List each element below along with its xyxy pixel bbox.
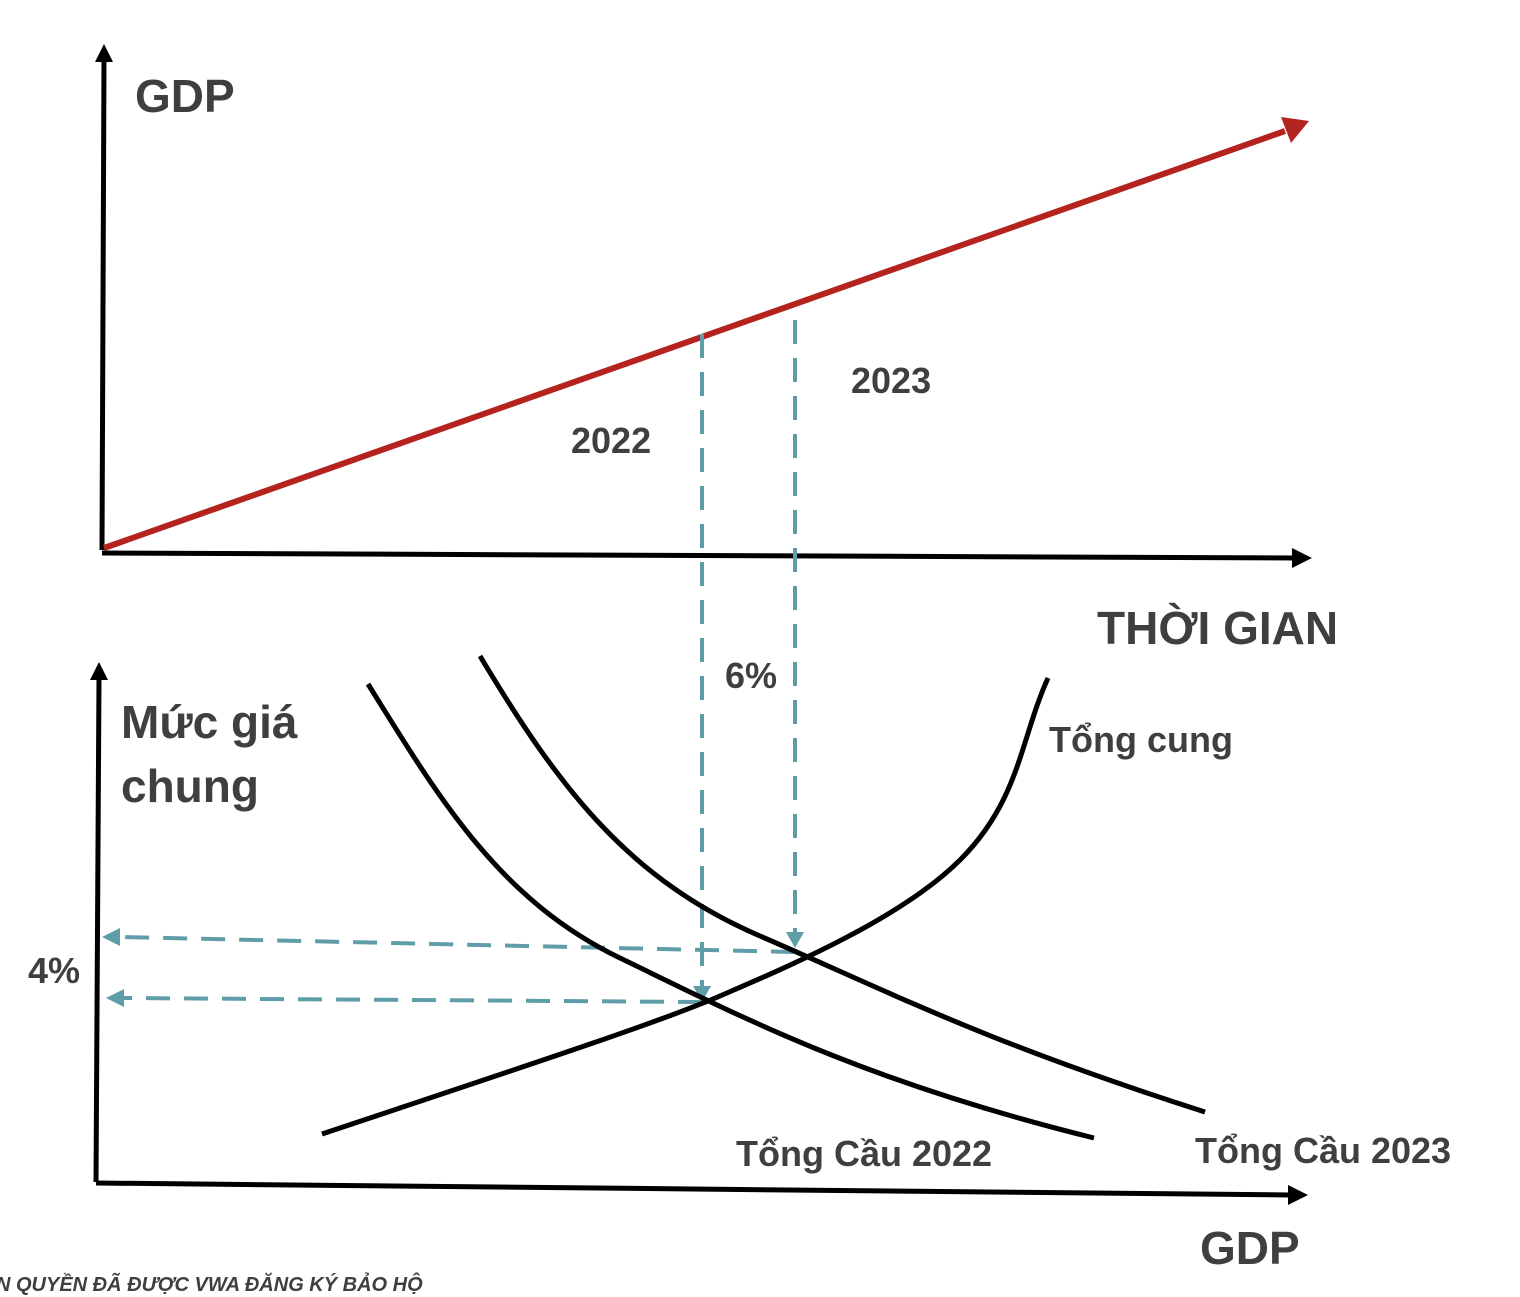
guide-lines (121, 320, 797, 1004)
bottom-chart: Mức giá chung GDP Tổng cung Tổng Cầu 202… (28, 654, 1451, 1274)
top-x-axis-label: THỜI GIAN (1097, 602, 1338, 654)
price-level-label-line2: chung (121, 760, 259, 812)
bottom-x-axis (95, 1180, 1291, 1198)
guide-2022-down-arrowhead (693, 986, 711, 1002)
aggregate-demand-2022-curve (365, 682, 1095, 1141)
top-x-axis (101, 550, 1297, 561)
demand-2022-label: Tổng Cầu 2022 (736, 1133, 992, 1174)
top-y-axis-arrowhead (95, 44, 113, 62)
top-x-axis-arrowhead (1292, 548, 1312, 568)
bottom-x-axis-arrowhead (1288, 1185, 1308, 1205)
aggregate-supply-curve (321, 676, 1051, 1137)
guide-2023-horizontal (121, 935, 796, 954)
supply-curve-label: Tổng cung (1049, 719, 1233, 760)
aggregate-demand-2023-curve (477, 654, 1206, 1115)
year-2022-label: 2022 (571, 420, 651, 461)
guide-arrowheads (102, 928, 804, 1007)
top-chart: GDP THỜI GIAN 2022 2023 (95, 44, 1338, 654)
top-y-axis-label: GDP (135, 70, 235, 122)
guide-2022-left-arrowhead (106, 989, 124, 1007)
price-level-label-line1: Mức giá (121, 696, 298, 748)
guide-2022-horizontal (123, 996, 703, 1004)
price-change-label: 4% (28, 950, 80, 991)
year-2023-label: 2023 (851, 360, 931, 401)
guide-2023-down-arrowhead (786, 932, 804, 948)
top-y-axis (99, 57, 107, 551)
bottom-y-axis (93, 677, 102, 1183)
demand-2023-label: Tổng Cầu 2023 (1195, 1130, 1451, 1171)
bottom-x-axis-label: GDP (1200, 1222, 1300, 1274)
bottom-y-axis-arrowhead (90, 662, 108, 680)
gdp-growth-label: 6% (725, 655, 777, 696)
gdp-trend-line (103, 128, 1286, 551)
guide-2023-left-arrowhead (102, 928, 120, 946)
copyright-note: N QUYỀN ĐÃ ĐƯỢC VWA ĐĂNG KÝ BẢO HỘ (0, 1274, 423, 1296)
gdp-trend-arrowhead (1281, 117, 1309, 143)
